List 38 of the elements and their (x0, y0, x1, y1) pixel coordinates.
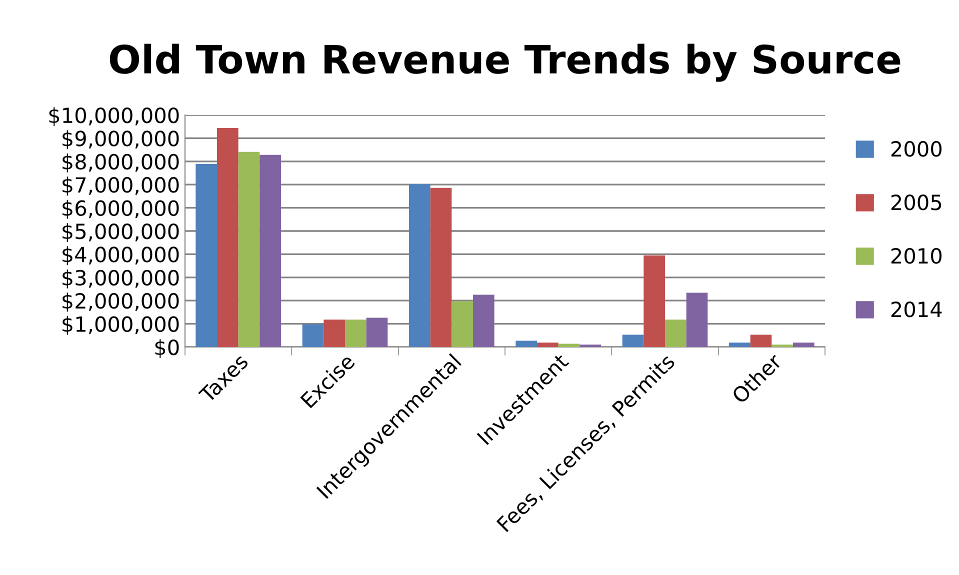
bar (793, 342, 814, 347)
bar (238, 152, 260, 347)
y-tick-label: $4,000,000 (62, 246, 179, 266)
chart-title: Old Town Revenue Trends by Source (110, 44, 900, 82)
y-tick-label: $6,000,000 (62, 200, 179, 219)
bar (452, 301, 473, 347)
bar (516, 340, 537, 347)
bar (644, 255, 665, 347)
bar (686, 292, 708, 347)
bar (622, 334, 644, 347)
bar (196, 164, 217, 347)
y-tick-label: $1,000,000 (62, 316, 179, 335)
legend-label: 2010 (891, 248, 942, 264)
y-tick-label: $9,000,000 (62, 130, 179, 150)
y-tick-label: $5,000,000 (62, 223, 179, 242)
y-tick-label: $8,000,000 (62, 153, 179, 172)
bar (473, 294, 494, 347)
bar (324, 320, 345, 347)
bar (217, 128, 238, 347)
bar (345, 320, 366, 347)
bar (729, 342, 750, 347)
bar (430, 188, 452, 347)
legend-label: 2000 (891, 141, 942, 157)
bar (366, 318, 388, 347)
bar (665, 320, 686, 347)
bar (558, 344, 580, 347)
bar (260, 154, 281, 347)
legend-label: 2005 (891, 194, 942, 210)
bar (409, 184, 430, 347)
y-tick-label: $2,000,000 (62, 292, 179, 312)
legend-label: 2014 (891, 302, 942, 318)
bar (302, 324, 324, 347)
y-tick-label: $3,000,000 (62, 269, 179, 288)
bar (537, 342, 558, 347)
bar (750, 334, 772, 347)
y-tick-label: $7,000,000 (62, 176, 179, 196)
y-tick-label: $0 (155, 339, 179, 358)
y-tick-label: $10,000,000 (49, 107, 179, 126)
